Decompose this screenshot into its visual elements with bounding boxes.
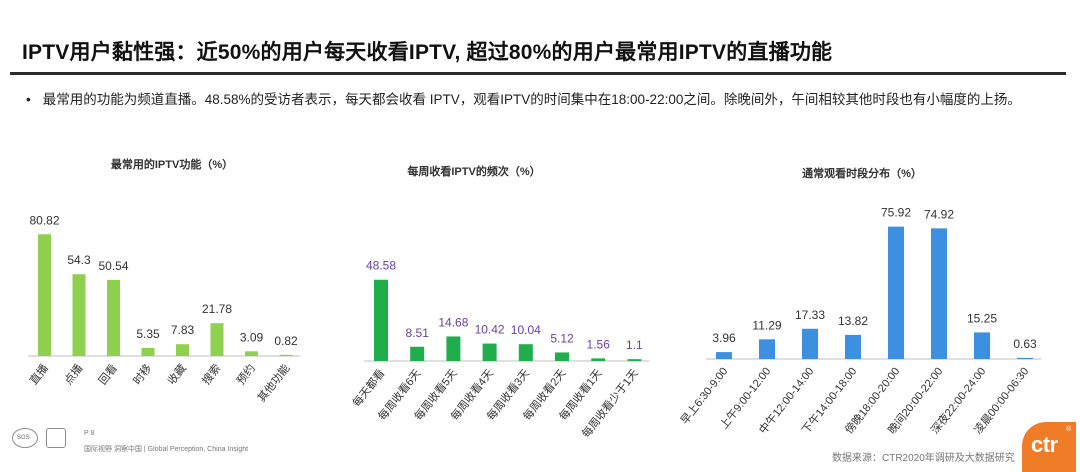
data-label: 5.35 (136, 327, 160, 341)
bar (518, 344, 533, 361)
data-label: 0.63 (1013, 337, 1037, 351)
bar (72, 274, 86, 356)
bullet-mark: • (26, 92, 31, 107)
data-label: 3.09 (240, 330, 264, 344)
bar (374, 279, 388, 361)
chart-title: 每周收看IPTV的频次（%） (407, 164, 540, 178)
data-label: 75.92 (881, 206, 911, 220)
chart-title: 通常观看时段分布（%） (802, 166, 922, 180)
bar (107, 279, 120, 356)
footer-tagline: 国际视野 洞察中国 | Global Perception, China Ins… (84, 446, 249, 453)
bar (802, 328, 818, 359)
bar (627, 359, 642, 361)
data-label: 15.25 (967, 311, 997, 325)
data-label: 50.54 (98, 259, 128, 273)
data-label: 17.33 (795, 308, 825, 322)
bar (759, 339, 775, 359)
summary-bullet: • 最常用的功能为频道直播。48.58%的受访者表示，每天都会收看 IPTV，观看… (26, 88, 1021, 108)
page-number: P 8 (84, 430, 95, 437)
data-label: 1.56 (587, 337, 611, 351)
bar (176, 344, 189, 356)
data-label: 10.42 (475, 323, 505, 337)
ctr-logo: ctr ® (1022, 422, 1076, 472)
data-label: 0.82 (274, 334, 298, 348)
bar (1017, 357, 1033, 359)
certification-badge-icon: SGS (12, 428, 38, 448)
data-label: 5.12 (550, 331, 574, 345)
data-label: 21.78 (202, 302, 232, 316)
data-label: 13.82 (838, 314, 868, 328)
badge-label: SGS (17, 435, 30, 441)
data-label: 48.58 (366, 259, 396, 273)
data-label: 3.96 (712, 331, 736, 345)
data-label: 80.82 (29, 213, 59, 227)
data-label: 7.83 (171, 323, 195, 337)
data-label: 74.92 (924, 207, 954, 221)
logo-registered-mark: ® (1066, 426, 1072, 433)
data-label: 1.1 (626, 338, 643, 352)
bar (141, 347, 155, 356)
page-title: IPTV用户黏性强：近50%的用户每天收看IPTV, 超过80%的用户最常用IP… (22, 41, 833, 64)
seal-icon (46, 428, 66, 448)
data-source: 数据来源：CTR2020年调研及大数据研究 (832, 453, 1015, 464)
bar (974, 332, 990, 359)
bar (245, 351, 258, 356)
summary-text: 最常用的功能为频道直播。48.58%的受访者表示，每天都会收看 IPTV，观看I… (42, 92, 1021, 107)
bar (845, 334, 861, 359)
bar (279, 354, 293, 356)
bar (410, 346, 425, 361)
title-divider (10, 72, 1066, 75)
bar (591, 358, 606, 361)
data-label: 10.04 (511, 323, 541, 337)
data-label: 8.51 (406, 326, 430, 340)
data-label: 54.3 (67, 253, 91, 267)
chart-title: 最常用的IPTV功能（%） (111, 157, 233, 171)
bar (716, 352, 732, 359)
bar (931, 228, 947, 359)
bar (38, 234, 51, 356)
bar (482, 343, 497, 361)
data-label: 14.68 (438, 315, 468, 329)
bar (446, 336, 461, 361)
bar (210, 323, 224, 356)
bar (888, 226, 904, 359)
logo-text: ctr (1031, 432, 1058, 457)
data-label: 11.29 (752, 318, 781, 332)
bar (555, 352, 569, 361)
